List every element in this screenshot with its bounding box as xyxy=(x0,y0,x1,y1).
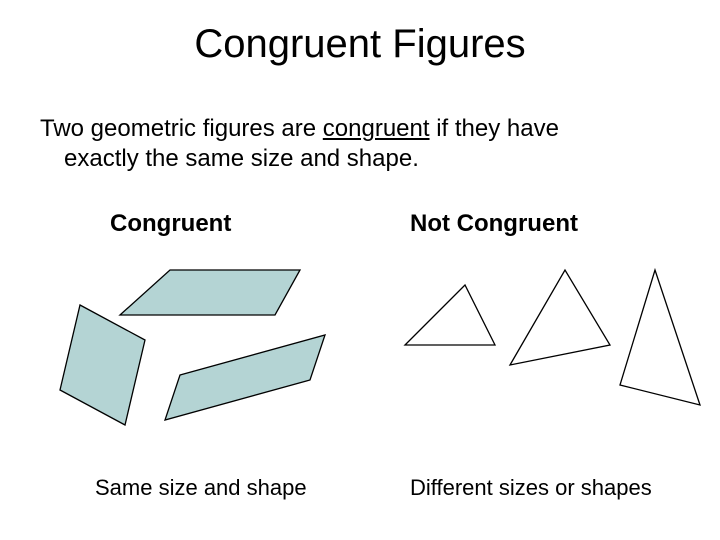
def-underlined-word: congruent xyxy=(323,115,430,142)
congruent-trapezoid-3 xyxy=(165,335,325,420)
right-column-caption: Different sizes or shapes xyxy=(410,475,652,501)
left-column-caption: Same size and shape xyxy=(95,475,307,501)
definition-text: Two geometric figures are congruent if t… xyxy=(40,114,680,174)
left-column-heading: Congruent xyxy=(110,210,231,238)
congruent-trapezoid-2 xyxy=(60,305,145,425)
congruent-trapezoid-1 xyxy=(120,270,300,315)
triangle-medium xyxy=(510,270,610,365)
def-line2: exactly the same size and shape. xyxy=(40,144,680,174)
congruent-shapes-svg xyxy=(50,260,350,450)
slide-title: Congruent Figures xyxy=(0,22,720,67)
triangle-large xyxy=(620,270,700,405)
slide: Congruent Figures Two geometric figures … xyxy=(0,0,720,540)
not-congruent-shapes-svg xyxy=(380,265,710,425)
def-line1-prefix: Two geometric figures are xyxy=(40,115,323,142)
triangle-small xyxy=(405,285,495,345)
def-line1-suffix: if they have xyxy=(430,115,559,142)
right-column-heading: Not Congruent xyxy=(410,210,578,238)
